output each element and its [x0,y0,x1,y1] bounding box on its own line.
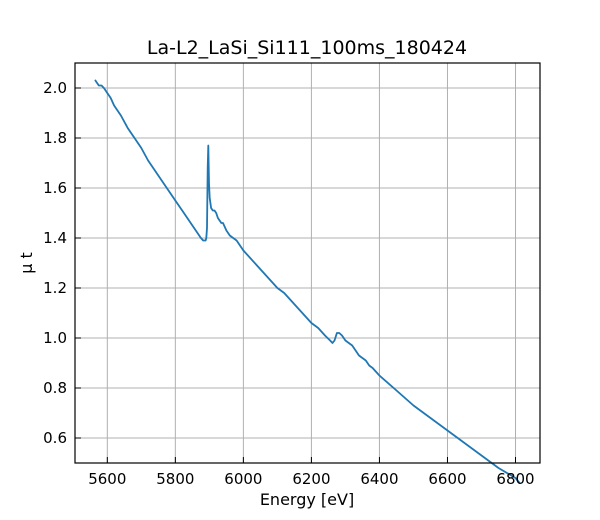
y-tick-label: 1.6 [43,179,67,197]
y-tick-label: 1.0 [43,329,67,347]
x-tick-label: 6800 [496,470,534,488]
y-axis-label: μ t [17,252,36,274]
x-tick-label: 6000 [224,470,262,488]
tick-layer: 5600 5800 6000 6200 6400 6600 6800 0.6 0.8 1.0 1.2… [43,79,534,488]
x-tick-label: 5800 [156,470,194,488]
x-axis-label: Energy [eV] [260,490,354,509]
x-tick-label: 6400 [360,470,398,488]
y-tick-label: 1.4 [43,229,67,247]
x-tick-label: 6200 [292,470,330,488]
chart-title: La-L2_LaSi_Si111_100ms_180424 [147,37,467,59]
y-tick-label: 0.6 [43,429,67,447]
x-tick-label: 5600 [88,470,126,488]
y-tick-label: 0.8 [43,379,67,397]
y-tick-label: 1.2 [43,279,67,297]
x-tick-label: 6600 [428,470,466,488]
series-layer [94,79,521,484]
grid-layer [75,63,540,463]
plot-frame [74,62,541,464]
y-tick-label: 2.0 [43,79,67,97]
series-line [94,79,521,484]
y-tick-label: 1.8 [43,129,67,147]
